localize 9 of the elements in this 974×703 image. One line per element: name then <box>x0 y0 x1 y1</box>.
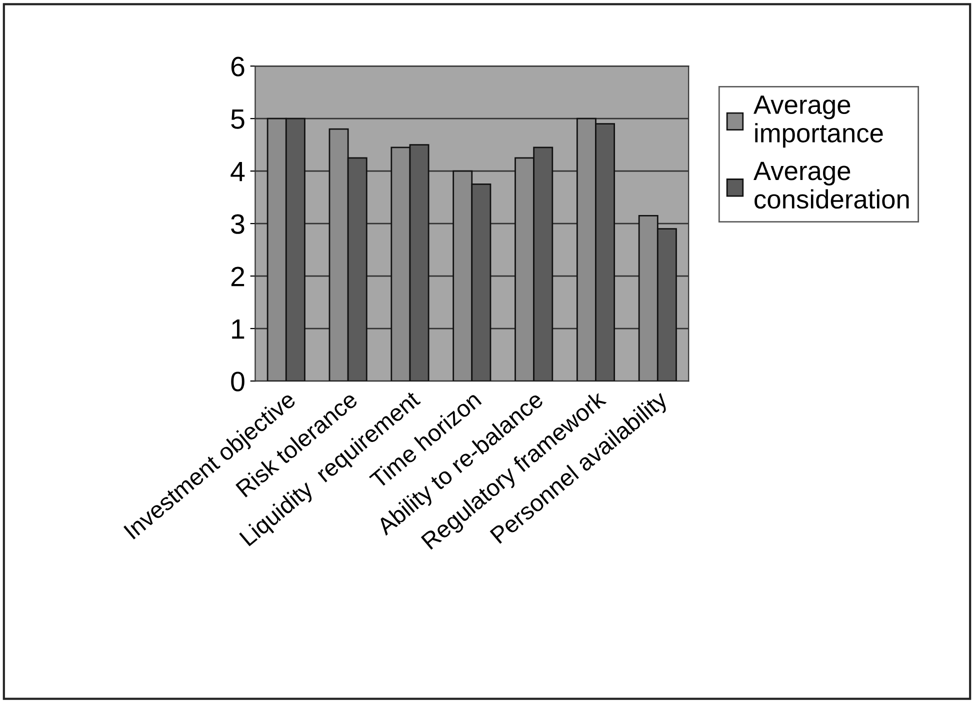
legend-label: Average importance <box>754 96 883 148</box>
y-tick-label: 0 <box>231 372 244 392</box>
y-tick-label: 1 <box>232 319 244 339</box>
y-tick-label: 3 <box>231 214 244 234</box>
y-tick-label: 5 <box>231 110 244 129</box>
legend-label: Average consideration <box>754 162 909 209</box>
y-tick-label: 2 <box>231 266 244 286</box>
y-tick-label: 4 <box>230 162 245 182</box>
y-tick-label: 6 <box>231 56 244 76</box>
